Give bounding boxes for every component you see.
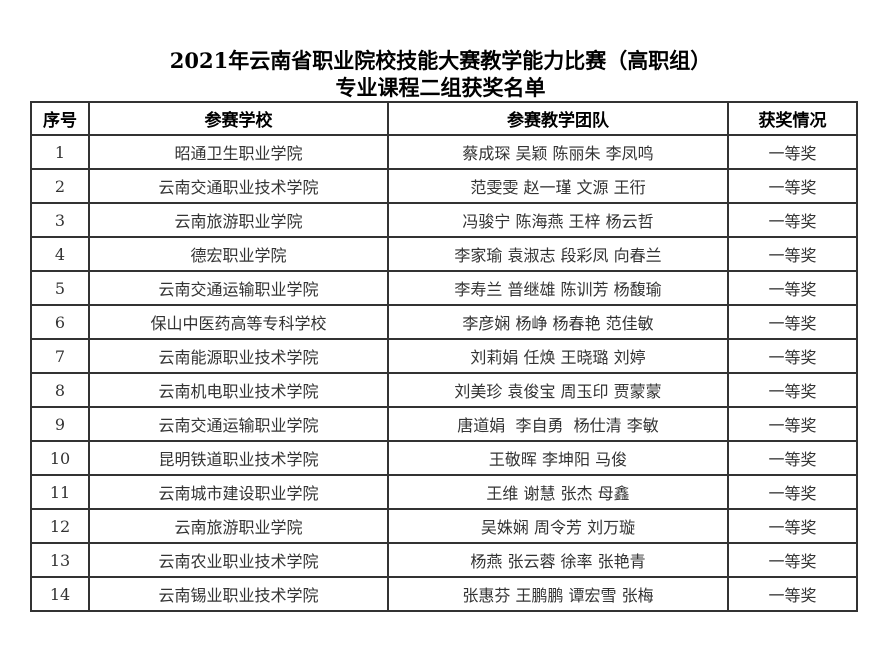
row-team: 蔡成琛 吴颖 陈丽朱 李凤鸣 — [387, 134, 729, 170]
row-team: 李家瑜 袁淑志 段彩凤 向春兰 — [387, 236, 729, 272]
row-team: 刘莉娟 任焕 王晓璐 刘婷 — [387, 338, 729, 374]
table-row: 3 云南旅游职业学院 冯骏宁 陈海燕 王梓 杨云哲 一等奖 — [30, 202, 858, 238]
table-row: 2 云南交通职业技术学院 范雯雯 赵一瑾 文源 王衎 一等奖 — [30, 168, 858, 204]
row-award: 一等奖 — [727, 440, 858, 476]
row-award: 一等奖 — [727, 542, 858, 578]
row-team: 范雯雯 赵一瑾 文源 王衎 — [387, 168, 729, 204]
row-award: 一等奖 — [727, 406, 858, 442]
row-index: 11 — [30, 474, 90, 510]
row-school: 云南能源职业技术学院 — [88, 338, 389, 374]
table-row: 14 云南锡业职业技术学院 张惠芬 王鹏鹏 谭宏雪 张梅 一等奖 — [30, 576, 858, 612]
row-award: 一等奖 — [727, 236, 858, 272]
table-row: 1 昭通卫生职业学院 蔡成琛 吴颖 陈丽朱 李凤鸣 一等奖 — [30, 134, 858, 170]
table-row: 12 云南旅游职业学院 吴姝娴 周令芳 刘万璇 一等奖 — [30, 508, 858, 544]
row-school: 云南机电职业技术学院 — [88, 372, 389, 408]
header-award: 获奖情况 — [727, 101, 858, 136]
row-index: 9 — [30, 406, 90, 442]
row-team: 唐道娟 李自勇 杨仕清 李敏 — [387, 406, 729, 442]
row-index: 3 — [30, 202, 90, 238]
row-index: 14 — [30, 576, 90, 612]
row-award: 一等奖 — [727, 576, 858, 612]
row-award: 一等奖 — [727, 168, 858, 204]
table-row: 9 云南交通运输职业学院 唐道娟 李自勇 杨仕清 李敏 一等奖 — [30, 406, 858, 442]
row-team: 李寿兰 普继雄 陈训芳 杨馥瑜 — [387, 270, 729, 306]
row-index: 4 — [30, 236, 90, 272]
row-school: 云南锡业职业技术学院 — [88, 576, 389, 612]
table-row: 13 云南农业职业技术学院 杨燕 张云蓉 徐率 张艳青 一等奖 — [30, 542, 858, 578]
table-row: 10 昆明铁道职业技术学院 王敬晖 李坤阳 马俊 一等奖 — [30, 440, 858, 476]
row-school: 德宏职业学院 — [88, 236, 389, 272]
row-award: 一等奖 — [727, 474, 858, 510]
row-school: 昭通卫生职业学院 — [88, 134, 389, 170]
header-team: 参赛教学团队 — [387, 101, 729, 136]
header-index: 序号 — [30, 101, 90, 136]
row-index: 10 — [30, 440, 90, 476]
row-school: 云南交通运输职业学院 — [88, 406, 389, 442]
row-team: 王敬晖 李坤阳 马俊 — [387, 440, 729, 476]
row-school: 云南交通运输职业学院 — [88, 270, 389, 306]
document-title: 2021年云南省职业院校技能大赛教学能力比赛（高职组） — [169, 48, 712, 73]
row-team: 杨燕 张云蓉 徐率 张艳青 — [387, 542, 729, 578]
row-school: 云南旅游职业学院 — [88, 202, 389, 238]
table-row: 7 云南能源职业技术学院 刘莉娟 任焕 王晓璐 刘婷 一等奖 — [30, 338, 858, 374]
table-row: 11 云南城市建设职业学院 王维 谢慧 张杰 母鑫 一等奖 — [30, 474, 858, 510]
row-award: 一等奖 — [727, 372, 858, 408]
row-award: 一等奖 — [727, 508, 858, 544]
award-table: 序号 参赛学校 参赛教学团队 获奖情况 1 昭通卫生职业学院 蔡成琛 吴颖 陈丽朱 … — [30, 101, 858, 612]
document-subtitle: 专业课程二组获奖名单 — [335, 75, 546, 100]
row-team: 吴姝娴 周令芳 刘万璇 — [387, 508, 729, 544]
row-index: 8 — [30, 372, 90, 408]
row-award: 一等奖 — [727, 304, 858, 340]
row-school: 云南城市建设职业学院 — [88, 474, 389, 510]
table-row: 4 德宏职业学院 李家瑜 袁淑志 段彩凤 向春兰 一等奖 — [30, 236, 858, 272]
table-row: 8 云南机电职业技术学院 刘美珍 袁俊宝 周玉印 贾蒙蒙 一等奖 — [30, 372, 858, 408]
row-index: 7 — [30, 338, 90, 374]
row-team: 刘美珍 袁俊宝 周玉印 贾蒙蒙 — [387, 372, 729, 408]
row-team: 李彦娴 杨峥 杨春艳 范佳敏 — [387, 304, 729, 340]
row-school: 保山中医药高等专科学校 — [88, 304, 389, 340]
row-school: 云南农业职业技术学院 — [88, 542, 389, 578]
row-index: 6 — [30, 304, 90, 340]
row-team: 王维 谢慧 张杰 母鑫 — [387, 474, 729, 510]
row-award: 一等奖 — [727, 270, 858, 306]
row-index: 2 — [30, 168, 90, 204]
table-header-row: 序号 参赛学校 参赛教学团队 获奖情况 — [30, 101, 858, 136]
row-award: 一等奖 — [727, 338, 858, 374]
row-index: 5 — [30, 270, 90, 306]
row-index: 13 — [30, 542, 90, 578]
table-row: 5 云南交通运输职业学院 李寿兰 普继雄 陈训芳 杨馥瑜 一等奖 — [30, 270, 858, 306]
row-team: 冯骏宁 陈海燕 王梓 杨云哲 — [387, 202, 729, 238]
row-school: 云南旅游职业学院 — [88, 508, 389, 544]
row-school: 昆明铁道职业技术学院 — [88, 440, 389, 476]
row-index: 1 — [30, 134, 90, 170]
row-award: 一等奖 — [727, 202, 858, 238]
table-row: 6 保山中医药高等专科学校 李彦娴 杨峥 杨春艳 范佳敏 一等奖 — [30, 304, 858, 340]
header-school: 参赛学校 — [88, 101, 389, 136]
row-index: 12 — [30, 508, 90, 544]
row-award: 一等奖 — [727, 134, 858, 170]
row-team: 张惠芬 王鹏鹏 谭宏雪 张梅 — [387, 576, 729, 612]
row-school: 云南交通职业技术学院 — [88, 168, 389, 204]
